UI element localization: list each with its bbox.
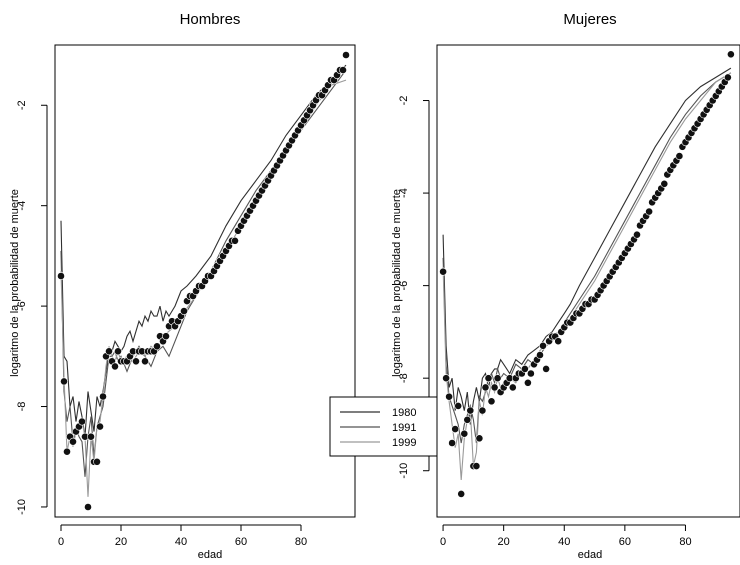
mujeres-point-29 [527,369,535,378]
hombres-point-19 [114,347,122,356]
hombres-point-7 [78,417,86,426]
mujeres-point-4 [451,425,460,433]
hombres-y-tick-label-neg10: -10 [16,499,28,515]
mujeres-x-tick-label-40: 40 [558,536,570,548]
mujeres-point-23 [508,383,517,392]
mujeres-y-tick-label-neg4: -4 [398,188,410,198]
hombres-point-10 [87,432,95,441]
hombres-y-tick-label-neg6: -6 [16,301,28,311]
legend-label-1991: 1991 [392,422,416,434]
mujeres-point-13 [478,406,487,415]
hombres-y-axis-label: logaritmo de la probabilidad de muerte [9,189,21,377]
hombres-point-95 [342,51,350,59]
mujeres-x-tick-label-0: 0 [440,536,446,548]
hombres-point-35 [162,332,170,341]
mujeres-point-33 [539,341,547,350]
mujeres-point-28 [524,378,532,387]
hombres-point-41 [180,307,188,315]
hombres-y-tick-label-neg4: -4 [16,201,28,211]
hombres-line-1991 [60,69,347,477]
mujeres-y-tick-label-neg6: -6 [398,281,410,291]
mujeres-point-78 [675,152,684,160]
mujeres-point-73 [660,179,669,188]
hombres-point-0 [57,272,65,280]
mujeres-point-7 [460,429,469,438]
mujeres-point-64 [633,230,641,239]
mujeres-point-6 [457,489,466,498]
hombres-point-16 [105,347,113,356]
mujeres-point-3 [448,439,456,447]
mujeres-x-axis-label: edad [578,549,602,561]
mujeres-point-0 [439,267,447,276]
mujeres-y-axis-label: logaritmo de la probabilidad de muerte [391,189,403,377]
mujeres-point-14 [481,383,490,392]
mujeres-point-11 [472,462,481,470]
legend-label-1999: 1999 [392,437,416,449]
mujeres-title: Mujeres [563,11,616,28]
mujeres-x-tick-label-80: 80 [679,536,691,548]
mujeres-point-17 [490,383,499,392]
hombres-point-25 [132,357,140,366]
legend: 1980 1991 1999 [329,396,438,457]
hombres-x-tick-label-60: 60 [235,536,247,548]
mujeres-point-95 [727,50,735,59]
mujeres-point-1 [442,374,450,383]
mujeres-point-5 [454,401,463,410]
hombres-point-9 [84,503,92,511]
mujeres-y-tick-label-neg2: -2 [398,96,410,106]
mujeres-point-68 [645,207,653,216]
hombres-point-14 [99,392,107,401]
hombres-point-58 [231,236,239,245]
mujeres-y-tick-label-neg10: -10 [398,463,410,479]
hombres-y-tick-label-neg2: -2 [16,100,28,110]
mujeres-plot-frame [436,44,740,518]
mujeres-y-tick-label-neg8: -8 [398,373,410,383]
mujeres-point-18 [493,374,502,383]
mujeres-x-tick-label-20: 20 [498,536,510,548]
hombres-point-32 [153,342,161,351]
hombres-panel: Hombres logaritmo de la probabilidad de … [9,11,356,561]
mujeres-x-tick-label-60: 60 [619,536,631,548]
mujeres-point-34 [542,364,550,373]
hombres-point-18 [111,362,119,371]
hombres-point-28 [141,357,149,366]
hombres-point-94 [339,66,347,74]
mujeres-point-38 [554,337,563,346]
hombres-line-1980 [60,64,347,437]
mujeres-point-9 [466,406,475,415]
mujeres-point-32 [536,351,544,359]
hombres-x-tick-label-20: 20 [115,536,127,548]
mujeres-point-2 [445,392,453,401]
mujeres-line-1980 [442,67,732,425]
hombres-point-12 [93,457,101,466]
hombres-title: Hombres [180,11,241,28]
mujeres-point-27 [521,364,529,373]
mujeres-point-12 [475,434,484,443]
hombres-point-13 [96,422,104,431]
hombres-point-4 [69,437,77,446]
mujeres-point-94 [724,73,732,82]
mujeres-point-8 [463,415,472,424]
mujeres-panel: Mujeres logaritmo de la probabilidad de … [391,11,740,561]
hombres-x-axis-label: edad [198,549,222,561]
hombres-x-tick-label-80: 80 [295,536,307,548]
legend-label-1980: 1980 [392,407,416,419]
hombres-point-1 [60,377,68,386]
hombres-plot-frame [54,44,356,518]
mujeres-point-16 [487,397,496,406]
hombres-x-tick-label-40: 40 [175,536,187,548]
hombres-point-2 [63,447,71,456]
mujeres-point-15 [484,374,493,383]
hombres-x-tick-label-0: 0 [58,536,64,548]
hombres-y-tick-label-neg8: -8 [16,402,28,412]
